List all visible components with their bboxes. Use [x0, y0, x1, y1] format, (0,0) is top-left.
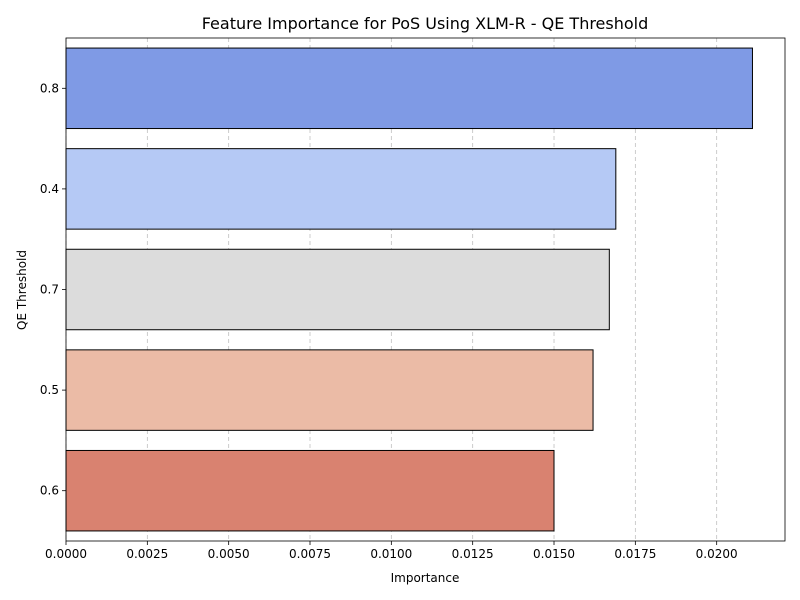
- y-ticks: 0.8 0.4 0.7 0.5 0.6: [40, 81, 66, 498]
- x-ticks: 0.0000 0.0025 0.0050 0.0075 0.0100 0.0125 0.01…: [45, 541, 738, 561]
- bar: [65, 449, 555, 532]
- x-tick-label: 0.0150: [533, 547, 575, 561]
- y-tick-label: 0.5: [40, 383, 59, 397]
- x-tick-label: 0.0175: [614, 547, 656, 561]
- x-tick-label: 0.0100: [370, 547, 412, 561]
- bar: [65, 349, 594, 431]
- bar: [65, 47, 753, 130]
- x-tick-label: 0.0000: [45, 547, 87, 561]
- y-tick-label: 0.4: [40, 182, 59, 196]
- bars: [65, 47, 753, 532]
- x-tick-label: 0.0025: [126, 547, 168, 561]
- x-tick-label: 0.0050: [208, 547, 250, 561]
- y-tick-label: 0.7: [40, 283, 59, 297]
- x-tick-label: 0.0075: [289, 547, 331, 561]
- y-axis-label: QE Threshold: [15, 250, 29, 330]
- x-axis-label: Importance: [391, 571, 460, 585]
- y-tick-label: 0.8: [40, 81, 59, 95]
- x-tick-label: 0.0125: [452, 547, 494, 561]
- chart-title: Feature Importance for PoS Using XLM-R -…: [202, 14, 649, 33]
- y-tick-label: 0.6: [40, 484, 59, 498]
- x-tick-label: 0.0200: [696, 547, 738, 561]
- bar: [65, 148, 617, 230]
- bar: [65, 248, 610, 331]
